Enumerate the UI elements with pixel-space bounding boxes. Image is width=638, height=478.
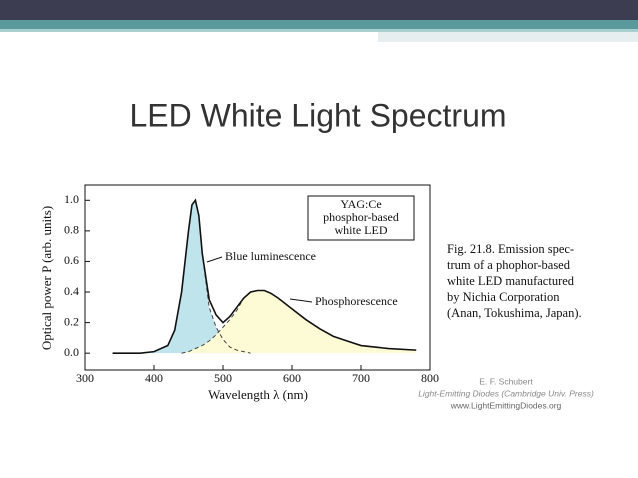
plot-frame — [84, 184, 431, 371]
caption-line: Fig. 21.8. Emission spec- — [447, 242, 574, 256]
y-tick-label: 0.0 — [64, 345, 79, 359]
label-box — [307, 195, 415, 241]
y-tick-label: 0.4 — [64, 284, 79, 298]
caption-line: trum of a phophor-based — [447, 258, 571, 272]
y-tick-label: 1.0 — [64, 192, 79, 206]
plot: 0.0 0.2 0.4 0.6 0.8 1.0 300 400 500 600 700 800 — [64, 192, 439, 385]
x-tick-label: 800 — [421, 371, 439, 385]
y-axis-label: Optical power P (arb. units) — [39, 206, 54, 350]
credit-line: www.LightEmittingDiodes.org — [450, 400, 562, 410]
slide-title: LED White Light Spectrum — [129, 97, 506, 133]
x-tick-label: 300 — [76, 371, 94, 385]
x-tick-label: 400 — [145, 371, 163, 385]
box-label: white LED — [335, 223, 388, 237]
credit: E. F. Schubert Light-Emitting Diodes (Cam… — [418, 376, 594, 410]
credit-line: E. F. Schubert — [479, 376, 533, 386]
caption-line: white LED manufactured — [447, 274, 575, 288]
component-area — [112, 200, 251, 354]
x-axis-label: Wavelength λ (nm) — [208, 387, 308, 402]
y-tick-label: 0.8 — [64, 223, 79, 237]
caption-line: by Nichia Corporation — [447, 290, 560, 304]
caption-line: (Anan, Tokushima, Japan). — [447, 306, 582, 320]
box-label: phosphor-based — [323, 210, 399, 224]
top-stripe — [0, 20, 638, 29]
annotation: Blue luminescence — [225, 249, 316, 263]
component-area — [181, 290, 417, 354]
x-tick-label: 700 — [352, 371, 370, 385]
top-bar — [0, 0, 638, 20]
x-tick-label: 600 — [283, 371, 301, 385]
credit-line: Light-Emitting Diodes (Cambridge Univ. P… — [418, 388, 594, 398]
top-tab — [378, 32, 638, 42]
spectrum-line — [112, 198, 417, 354]
annotation-leader — [289, 298, 313, 303]
annotation: Phosphorescence — [315, 294, 398, 308]
annotation-leader — [206, 256, 223, 263]
y-tick-label: 0.2 — [64, 314, 79, 328]
y-tick-label: 0.6 — [64, 253, 79, 267]
x-tick-label: 500 — [214, 371, 232, 385]
top-stripe-light — [0, 29, 638, 32]
box-label: YAG:Ce — [340, 197, 381, 211]
caption: Fig. 21.8. Emission spec-trum of a phoph… — [447, 242, 582, 320]
